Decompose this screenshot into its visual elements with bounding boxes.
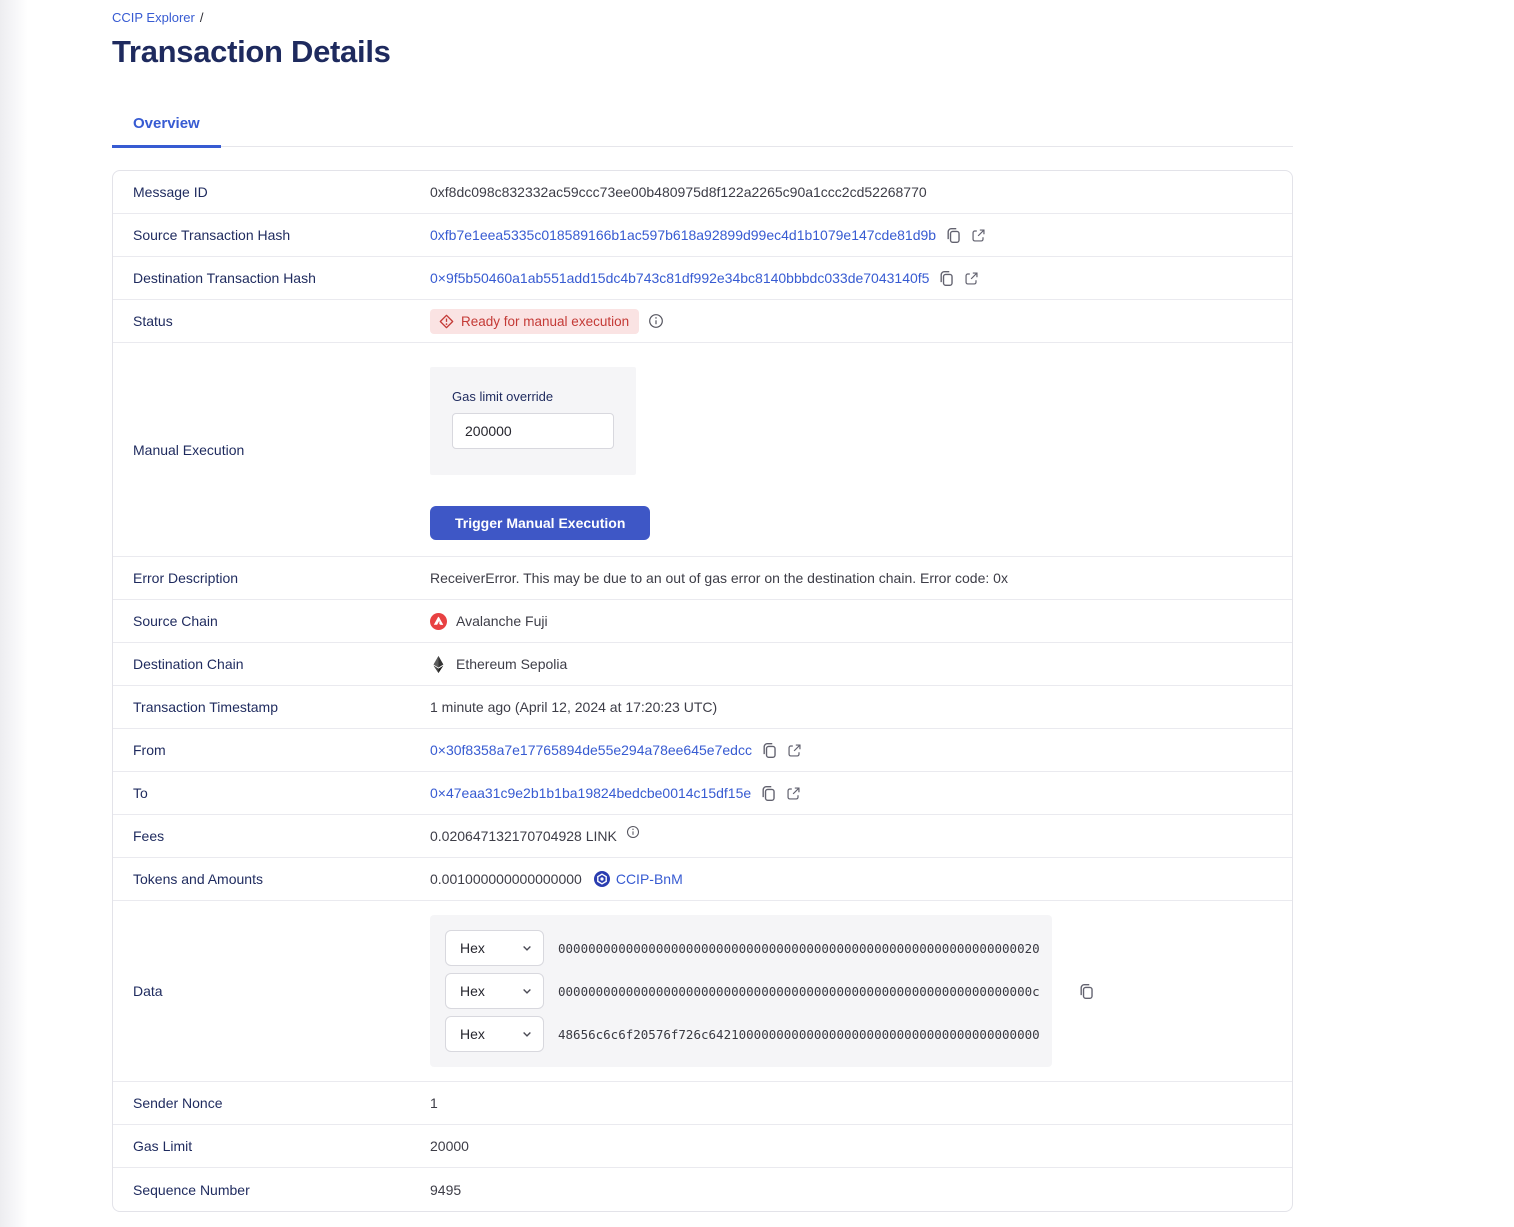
table-row-tokens-and-amounts: Tokens and Amounts 0.001000000000000000 …: [113, 858, 1292, 901]
table-row-source-chain: Source Chain Avalanche Fuji: [113, 600, 1292, 643]
token-amount-value: 0.001000000000000000: [430, 871, 582, 887]
external-link-icon[interactable]: [971, 228, 986, 243]
data-format-value: Hex: [460, 940, 485, 956]
tokens-and-amounts-label: Tokens and Amounts: [133, 871, 263, 887]
message-id-label: Message ID: [133, 184, 208, 200]
chevron-down-icon: [521, 942, 533, 954]
copy-icon[interactable]: [761, 742, 778, 759]
sequence-number-label: Sequence Number: [133, 1181, 250, 1198]
table-row-destination-tx-hash: Destination Transaction Hash 0×9f5b50460…: [113, 257, 1292, 300]
to-label: To: [133, 785, 148, 801]
data-format-select[interactable]: Hex: [445, 973, 544, 1009]
transaction-details-page: CCIP Explorer / Transaction Details Overv…: [112, 10, 1293, 1212]
status-label: Status: [133, 313, 173, 329]
destination-chain-name: Ethereum Sepolia: [456, 656, 568, 672]
destination-tx-hash-label: Destination Transaction Hash: [133, 270, 316, 286]
copy-icon[interactable]: [938, 270, 955, 287]
data-hex-line-1: 0000000000000000000000000000000000000000…: [558, 940, 1040, 956]
destination-chain-label: Destination Chain: [133, 656, 244, 672]
data-line: Hex 48656c6c6f20576f726c6421000000000000…: [445, 1016, 1040, 1052]
data-format-value: Hex: [460, 983, 485, 999]
avalanche-logo-icon: [430, 612, 447, 630]
table-row-to: To 0×47eaa31c9e2b1b1ba19824bedcbe0014c15…: [113, 772, 1292, 815]
external-link-icon[interactable]: [786, 786, 801, 801]
destination-chain-value: Ethereum Sepolia: [430, 655, 568, 673]
sender-nonce-value: 1: [430, 1095, 438, 1111]
trigger-manual-execution-button[interactable]: Trigger Manual Execution: [430, 506, 651, 540]
manual-execution-label: Manual Execution: [133, 441, 245, 458]
tab-overview[interactable]: Overview: [112, 106, 221, 148]
destination-tx-hash-link[interactable]: 0×9f5b50460a1ab551add15dc4b743c81df992e3…: [430, 270, 930, 286]
gas-limit-override-panel: Gas limit override: [430, 367, 636, 475]
table-row-manual-execution: Manual Execution Gas limit override Trig…: [113, 343, 1292, 557]
table-row-sender-nonce: Sender Nonce 1: [113, 1082, 1292, 1125]
error-description-value: ReceiverError. This may be due to an out…: [430, 570, 1008, 586]
table-row-from: From 0×30f8358a7e17765894de55e294a78ee64…: [113, 729, 1292, 772]
data-label: Data: [133, 983, 163, 999]
breadcrumb: CCIP Explorer /: [112, 10, 1293, 25]
table-row-destination-chain: Destination Chain Ethereum Sepolia: [113, 643, 1292, 686]
table-row-sequence-number: Sequence Number 9495: [113, 1168, 1292, 1211]
data-hex-line-2: 0000000000000000000000000000000000000000…: [558, 983, 1040, 999]
table-row-transaction-timestamp: Transaction Timestamp 1 minute ago (Apri…: [113, 686, 1292, 729]
data-format-value: Hex: [460, 1026, 485, 1042]
from-address-link[interactable]: 0×30f8358a7e17765894de55e294a78ee645e7ed…: [430, 742, 752, 758]
from-label: From: [133, 742, 166, 758]
sequence-number-value: 9495: [430, 1181, 462, 1198]
ccip-bnm-token-icon: [593, 871, 610, 887]
transaction-details-table: Message ID 0xf8dc098c832332ac59ccc73ee00…: [112, 170, 1293, 1212]
table-row-fees: Fees 0.020647132170704928 LINK: [113, 815, 1292, 858]
table-row-status: Status Ready for manual execution: [113, 300, 1292, 343]
data-panel: Hex 000000000000000000000000000000000000…: [430, 915, 1052, 1067]
table-row-data: Data Hex 0000000000000000000000000000000…: [113, 901, 1292, 1082]
gas-limit-label: Gas Limit: [133, 1138, 193, 1154]
message-id-value: 0xf8dc098c832332ac59ccc73ee00b480975d8f1…: [430, 184, 927, 200]
copy-icon[interactable]: [945, 227, 962, 244]
chevron-down-icon: [521, 1028, 533, 1040]
source-tx-hash-link[interactable]: 0xfb7e1eea5335c018589166b1ac597b618a9289…: [430, 227, 937, 243]
table-row-gas-limit: Gas Limit 20000: [113, 1125, 1292, 1168]
table-row-source-tx-hash: Source Transaction Hash 0xfb7e1eea5335c0…: [113, 214, 1292, 257]
external-link-icon[interactable]: [787, 743, 802, 758]
info-icon[interactable]: [626, 825, 640, 839]
source-chain-label: Source Chain: [133, 613, 218, 629]
data-line: Hex 000000000000000000000000000000000000…: [445, 930, 1040, 966]
source-tx-hash-label: Source Transaction Hash: [133, 227, 291, 243]
data-line: Hex 000000000000000000000000000000000000…: [445, 973, 1040, 1009]
page-title: Transaction Details: [112, 34, 391, 69]
chevron-down-icon: [521, 985, 533, 997]
page-left-edge: [0, 0, 28, 1227]
token-link[interactable]: CCIP-BnM: [615, 871, 683, 887]
transaction-timestamp-label: Transaction Timestamp: [133, 699, 278, 715]
source-chain-name: Avalanche Fuji: [456, 613, 548, 629]
source-chain-value: Avalanche Fuji: [430, 612, 548, 630]
data-format-select[interactable]: Hex: [445, 1016, 544, 1052]
status-badge-text: Ready for manual execution: [461, 313, 630, 329]
table-row-error-description: Error Description ReceiverError. This ma…: [113, 557, 1292, 600]
data-hex-line-3: 48656c6c6f20576f726c64210000000000000000…: [558, 1026, 1040, 1042]
info-icon[interactable]: [648, 313, 664, 329]
breadcrumb-ccip-explorer-link[interactable]: CCIP Explorer: [112, 10, 195, 25]
breadcrumb-separator: /: [199, 10, 204, 25]
gas-limit-value: 20000: [430, 1138, 469, 1154]
to-address-link[interactable]: 0×47eaa31c9e2b1b1ba19824bedcbe0014c15df1…: [430, 785, 752, 801]
alert-diamond-icon: [439, 314, 454, 329]
sender-nonce-label: Sender Nonce: [133, 1095, 223, 1111]
table-row-message-id: Message ID 0xf8dc098c832332ac59ccc73ee00…: [113, 171, 1292, 214]
status-badge: Ready for manual execution: [430, 308, 640, 334]
tab-bar: Overview: [112, 106, 1293, 148]
copy-icon[interactable]: [1078, 983, 1095, 1000]
gas-limit-override-input[interactable]: [452, 413, 614, 449]
error-description-label: Error Description: [133, 570, 239, 586]
fees-label: Fees: [133, 828, 165, 844]
transaction-timestamp-value: 1 minute ago (April 12, 2024 at 17:20:23…: [430, 699, 718, 715]
data-format-select[interactable]: Hex: [445, 930, 544, 966]
external-link-icon[interactable]: [964, 271, 979, 286]
copy-icon[interactable]: [760, 785, 777, 802]
fees-value: 0.020647132170704928 LINK: [430, 828, 617, 844]
gas-limit-override-label: Gas limit override: [452, 389, 554, 404]
ethereum-logo-icon: [430, 655, 447, 673]
